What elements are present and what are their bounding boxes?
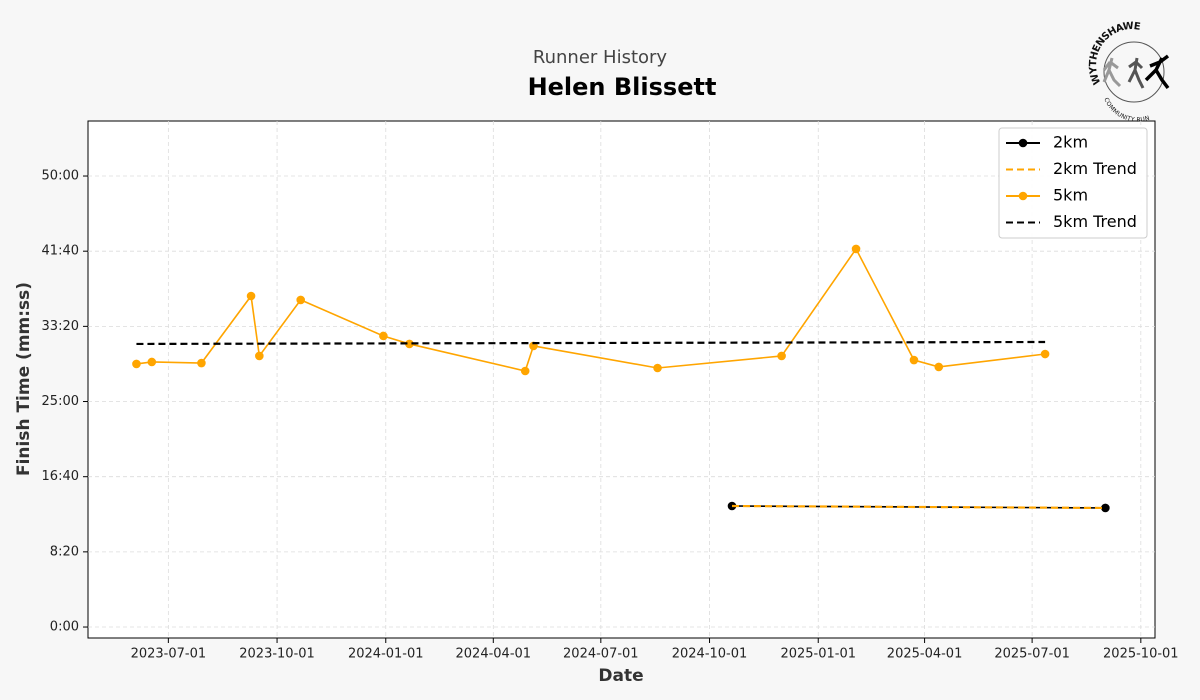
y-tick-label: 25:00: [42, 394, 79, 409]
data-point: [653, 363, 662, 373]
x-tick-label: 2024-01-01: [348, 647, 424, 662]
data-point: [147, 357, 157, 367]
x-tick-label: 2025-07-01: [994, 647, 1070, 662]
y-tick-label: 33:20: [42, 319, 79, 334]
x-tick-label: 2024-04-01: [456, 647, 532, 662]
x-tick-label: 2025-01-01: [780, 647, 856, 662]
series-line: [136, 247, 1046, 372]
y-axis-label: Finish Time (mm:ss): [14, 282, 34, 476]
data-point: [379, 331, 388, 341]
legend-label: 2km Trend: [1053, 159, 1137, 178]
chart-title: Helen Blissett: [528, 73, 717, 101]
y-tick-label: 50:00: [42, 169, 79, 184]
data-point: [1040, 349, 1050, 359]
legend-label: 5km Trend: [1053, 212, 1137, 231]
x-tick-label: 2025-10-01: [1103, 647, 1179, 662]
data-point: [255, 351, 264, 361]
y-tick-label: 8:20: [50, 544, 79, 559]
series-line: [731, 504, 1106, 510]
data-point: [246, 291, 256, 301]
y-tick-label: 0:00: [50, 620, 79, 635]
chart-subtitle: Runner History: [533, 47, 668, 68]
logo: WYTHENSHAWE COMMUNITY RUN: [1088, 21, 1170, 123]
series-line: [136, 340, 1046, 346]
data-point: [1101, 503, 1110, 513]
logo-runner: [1144, 54, 1170, 90]
y-tick-label: 41:40: [42, 244, 79, 259]
legend-label: 5km: [1053, 186, 1088, 205]
x-tick-label: 2024-10-01: [672, 647, 748, 662]
x-tick-label: 2024-07-01: [563, 647, 639, 662]
logo-runner: [1102, 57, 1122, 88]
logo-ring: [1103, 41, 1165, 103]
plot-area: [87, 120, 1156, 639]
legend-label: 2km: [1053, 133, 1088, 152]
data-point: [909, 355, 919, 365]
x-axis-label: Date: [598, 666, 643, 686]
x-tick-label: 2023-10-01: [239, 647, 315, 662]
data-point: [520, 366, 530, 376]
data-point: [934, 362, 944, 372]
legend-box: [998, 127, 1148, 239]
data-point: [197, 358, 206, 368]
y-tick-label: 16:40: [42, 469, 79, 484]
x-tick-label: 2023-07-01: [131, 647, 207, 662]
data-point: [405, 339, 414, 349]
data-point: [132, 359, 141, 369]
x-tick-label: 2025-04-01: [887, 647, 963, 662]
logo-runner: [1127, 57, 1145, 89]
data-point: [777, 351, 786, 361]
legend-marker: [1018, 138, 1028, 148]
legend-marker: [1018, 191, 1028, 201]
data-point: [296, 295, 305, 305]
legend: 2km 2km Trend 5km 5km Trend: [998, 127, 1148, 239]
data-point: [851, 244, 861, 254]
